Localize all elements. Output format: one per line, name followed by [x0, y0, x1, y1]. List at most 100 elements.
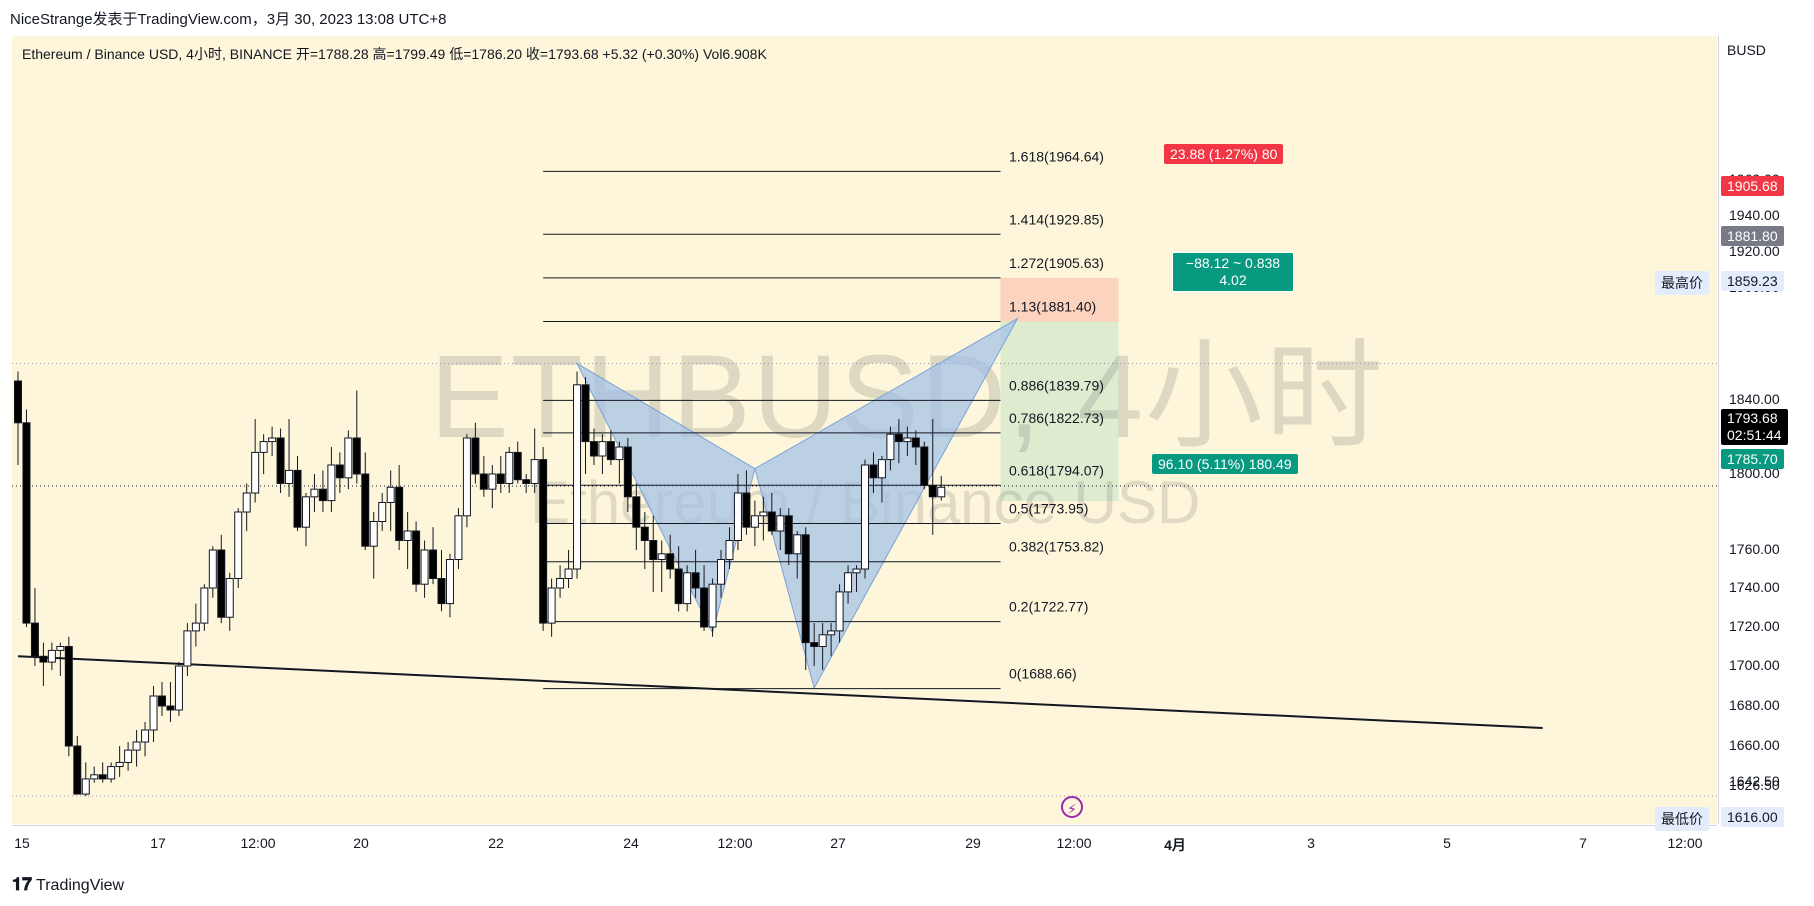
candle-body: [251, 451, 260, 494]
candle-body: [564, 568, 573, 579]
stop-zone: [1000, 321, 1119, 502]
price-tick: 1642.50: [1729, 773, 1780, 789]
candle-body: [657, 553, 666, 560]
time-tick: 7: [1579, 835, 1587, 851]
green-price-label: 1785.70: [1721, 449, 1784, 469]
candle-body: [217, 549, 226, 618]
candle-body: [488, 473, 497, 490]
bar-countdown: 02:51:44: [1727, 427, 1782, 443]
candle-body: [386, 486, 395, 503]
candle-body: [801, 534, 810, 644]
pattern-triangle-xab: [575, 362, 756, 635]
time-tick: 24: [623, 835, 639, 851]
time-tick: 12:00: [717, 835, 753, 851]
risk-reward-ratio: 4.02: [1219, 272, 1247, 288]
candle-body: [462, 437, 471, 517]
candle-body: [700, 587, 709, 628]
candle-body: [225, 578, 234, 618]
candle-body: [293, 469, 302, 528]
candle-body: [22, 422, 31, 624]
symbol-ohlc-legend[interactable]: Ethereum / Binance USD, 4小时, BINANCE 开=1…: [22, 46, 767, 62]
candle-body: [615, 446, 624, 461]
time-tick: 12:00: [1667, 835, 1703, 851]
target-zone: [1000, 277, 1119, 322]
risk-reward-tag[interactable]: −88.12 ~ 0.838 4.02: [1172, 252, 1294, 292]
candle-body: [505, 451, 514, 484]
candle-body: [767, 511, 776, 532]
candle-body: [471, 437, 480, 475]
candle-body: [242, 492, 251, 513]
price-label-red: 1905.68: [1721, 176, 1784, 196]
candle-body: [877, 459, 886, 479]
fib-label-1: 1.414(1929.85): [1009, 211, 1104, 227]
fib-label-3: 1.13(1881.40): [1009, 298, 1096, 314]
time-axis[interactable]: [12, 825, 1717, 864]
candle-body: [310, 488, 319, 498]
fib-label-7: 0.5(1773.95): [1009, 500, 1088, 516]
time-tick: 29: [965, 835, 981, 851]
tradingview-logo-icon: 𝟏𝟕: [12, 874, 33, 894]
candle-body: [73, 745, 82, 795]
price-tick: 1700.00: [1729, 657, 1780, 673]
candle-body: [64, 646, 73, 747]
candle-body: [132, 741, 141, 751]
candle-body: [412, 530, 421, 585]
candle-body: [539, 459, 548, 624]
risk-reward-values: −88.12 ~ 0.838: [1185, 255, 1281, 271]
candle-body: [124, 749, 133, 763]
price-tick: 1920.00: [1729, 243, 1780, 259]
candle-body: [581, 384, 590, 443]
candle-body: [174, 665, 183, 711]
price-tick: 1740.00: [1729, 579, 1780, 595]
candle-body: [750, 515, 759, 528]
low-price-value: 1616.00: [1721, 807, 1784, 827]
time-tick: 12:00: [240, 835, 276, 851]
candle-body: [157, 695, 166, 707]
candle-body: [285, 469, 294, 484]
candle-body: [496, 473, 505, 484]
stop-tag[interactable]: 96.10 (5.11%) 180.49: [1152, 454, 1298, 474]
candle-body: [454, 515, 463, 560]
candle-body: [903, 437, 912, 443]
time-tick: 5: [1443, 835, 1451, 851]
fib-label-2: 1.272(1905.63): [1009, 255, 1104, 271]
candle-body: [513, 451, 522, 481]
candle-body: [14, 380, 22, 424]
candle-body: [395, 486, 404, 541]
target-tag[interactable]: 23.88 (1.27%) 80: [1164, 144, 1284, 164]
candle-body: [623, 446, 632, 498]
fib-label-5: 0.786(1822.73): [1009, 410, 1104, 426]
candle-body: [691, 572, 700, 589]
candle-body: [869, 464, 878, 479]
candle-body: [666, 553, 675, 570]
candle-body: [183, 630, 192, 667]
chart-plot: 1.618(1964.64) 1.414(1929.85) 1.272(1905.6…: [12, 148, 1717, 797]
candle-body: [861, 464, 869, 570]
candle-body: [369, 521, 378, 547]
candle-body: [683, 572, 692, 605]
candle-body: [928, 484, 937, 498]
last-price-label: 1793.68 02:51:44: [1721, 409, 1788, 445]
candle-body: [361, 473, 370, 547]
time-tick: 3: [1307, 835, 1315, 851]
last-price-value: 1793.68: [1727, 410, 1778, 426]
fib-label-10: 0(1688.66): [1009, 666, 1077, 682]
candle-body: [759, 511, 768, 517]
candle-body: [894, 433, 903, 443]
candle-body: [573, 384, 582, 570]
pattern-triangle-bcd: [754, 317, 1019, 690]
price-tick: 1720.00: [1729, 618, 1780, 634]
candle-body: [742, 492, 751, 528]
high-price-label: 最高价: [1655, 271, 1709, 295]
fib-label-6: 0.618(1794.07): [1009, 462, 1104, 478]
candle-body: [589, 441, 598, 457]
price-tick: 1660.00: [1729, 737, 1780, 753]
candle-body: [810, 642, 819, 647]
candle-body: [556, 578, 565, 589]
candle-body: [318, 488, 327, 502]
candle-body: [445, 559, 454, 605]
candle-body: [937, 486, 946, 498]
candle-body: [733, 492, 742, 541]
price-tick: 1800.00: [1729, 465, 1780, 481]
lightning-icon[interactable]: ⚡: [1061, 796, 1083, 818]
